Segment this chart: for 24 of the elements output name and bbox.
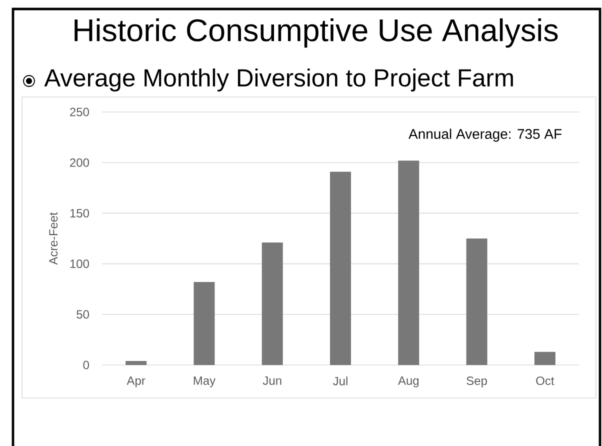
bar: [330, 172, 351, 365]
y-tick-label: 0: [83, 360, 90, 370]
x-tick-label: May: [194, 376, 216, 388]
bar: [126, 360, 147, 365]
bar: [262, 242, 283, 365]
chart-subtitle: Average Monthly Diversion to Project Farm: [44, 68, 513, 92]
y-tick-label: 100: [70, 260, 90, 268]
y-tick-label: 200: [70, 158, 90, 167]
x-tick-label: Oct: [536, 376, 554, 386]
x-tick-label: Jul: [333, 376, 348, 386]
annotation: Annual Average: 735 AF: [408, 128, 562, 142]
x-tick-label: Apr: [126, 376, 146, 388]
bar: [398, 160, 420, 365]
y-tick-label: 150: [70, 208, 90, 218]
bar: [194, 282, 215, 365]
x-tick-label: Jun: [262, 376, 282, 385]
x-tick-label: Aug: [398, 376, 419, 388]
chart-title: Historic Consumptive Use Analysis: [74, 18, 558, 48]
y-tick-label: 250: [70, 108, 90, 116]
y-tick-label: 50: [76, 310, 90, 319]
y-axis-title: Acre-Feet: [49, 212, 58, 265]
bar: [534, 352, 556, 365]
bar: [466, 238, 488, 365]
x-tick-label: Sep: [466, 376, 487, 388]
